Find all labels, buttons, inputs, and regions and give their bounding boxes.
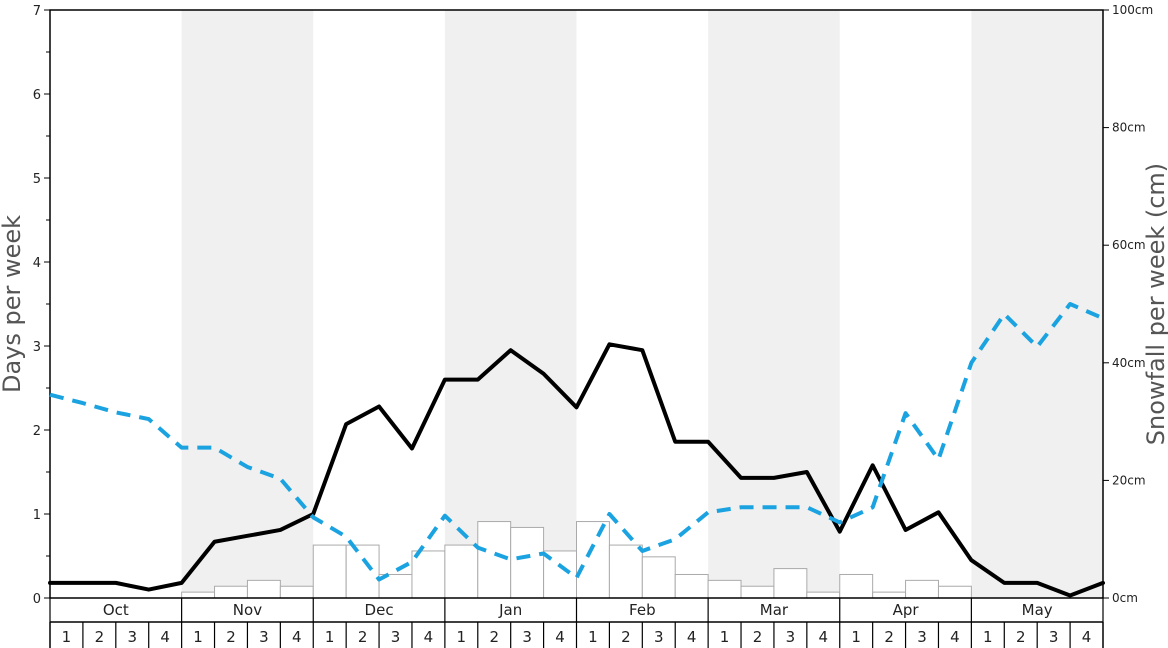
- snowfall-bar: [905, 579, 939, 599]
- right-tick-label: 40cm: [1112, 356, 1146, 370]
- week-label: 1: [193, 628, 203, 646]
- week-label: 3: [917, 628, 927, 646]
- snowfall-bars: [181, 521, 972, 599]
- week-label: 2: [489, 628, 499, 646]
- left-tick-label: 6: [33, 88, 41, 103]
- right-tick-label: 0cm: [1112, 591, 1138, 605]
- snowfall-bar: [576, 521, 610, 599]
- week-label: 1: [62, 628, 72, 646]
- snowfall-bar: [477, 521, 512, 599]
- snowfall-bar: [872, 591, 907, 599]
- month-label-apr: Apr: [893, 601, 920, 619]
- right-tick-label: 100cm: [1112, 3, 1153, 17]
- snowfall-bar: [345, 544, 380, 599]
- week-label: 2: [95, 628, 105, 646]
- month-label-feb: Feb: [629, 601, 656, 619]
- left-axis: 0 1 2 3 4 5 6 7: [33, 4, 50, 607]
- snowfall-bar: [641, 556, 676, 599]
- week-label: 1: [851, 628, 861, 646]
- week-label: 2: [226, 628, 236, 646]
- month-label-jan: Jan: [498, 601, 522, 619]
- snowfall-bar: [510, 526, 545, 599]
- month-label-may: May: [1022, 601, 1053, 619]
- snowfall-bar: [312, 544, 347, 599]
- left-tick-label: 0: [33, 592, 41, 607]
- month-shading: [181, 10, 1103, 598]
- week-label: 3: [654, 628, 664, 646]
- week-label: 4: [555, 628, 565, 646]
- right-tick-label: 80cm: [1112, 121, 1146, 135]
- week-label: 2: [358, 628, 368, 646]
- week-label: 4: [1082, 628, 1092, 646]
- snowfall-bar: [181, 591, 216, 599]
- right-axis: 0cm 20cm 40cm 60cm 80cm 100cm: [1103, 3, 1153, 605]
- blue-dashed-line: [49, 302, 1104, 582]
- snowfall-bar: [740, 585, 775, 599]
- week-label: 1: [457, 628, 467, 646]
- week-label: 2: [1016, 628, 1026, 646]
- month-shade-nov: [181, 10, 314, 598]
- snowfall-bar: [279, 585, 314, 599]
- week-label: 2: [621, 628, 631, 646]
- week-axis: 1 2 3 4 1 2 3 4 1 2 3 4 1 2 3 4 1 2 3 4 1 2 3 4 1 2 3 4 1 2 3 4: [49, 622, 1104, 648]
- week-label: 2: [753, 628, 763, 646]
- week-label: 3: [1049, 628, 1059, 646]
- week-label: 3: [391, 628, 401, 646]
- month-shade-jan: [444, 10, 577, 598]
- week-label: 1: [720, 628, 730, 646]
- snowfall-bar: [937, 585, 972, 599]
- snowfall-bar: [773, 568, 808, 599]
- week-label: 2: [884, 628, 894, 646]
- snowfall-bar: [214, 585, 248, 599]
- snowfall-bar: [839, 573, 874, 599]
- week-label: 1: [325, 628, 335, 646]
- month-label-nov: Nov: [233, 601, 262, 619]
- snowfall-bar: [806, 591, 841, 599]
- left-tick-label: 2: [33, 424, 41, 439]
- month-shade-may: [971, 10, 1103, 598]
- month-label-dec: Dec: [365, 601, 394, 619]
- left-tick-label: 5: [33, 172, 41, 187]
- right-tick-label: 20cm: [1112, 473, 1146, 487]
- month-label-mar: Mar: [760, 601, 789, 619]
- left-tick-label: 4: [33, 256, 41, 271]
- left-tick-label: 3: [33, 340, 41, 355]
- black-days-line: [48, 342, 1105, 598]
- month-shade-mar: [708, 10, 840, 598]
- week-label: 4: [687, 628, 697, 646]
- week-label: 4: [424, 628, 434, 646]
- left-tick-label: 7: [33, 4, 41, 19]
- week-label: 3: [259, 628, 269, 646]
- left-axis-title: Days per week: [0, 215, 26, 393]
- left-tick-label: 1: [33, 508, 41, 523]
- snowfall-bar: [674, 573, 709, 599]
- snowfall-bar: [608, 544, 643, 599]
- month-axis: Oct Nov Dec Jan Feb Mar Apr May: [49, 598, 1104, 623]
- snowfall-bar: [246, 579, 281, 599]
- right-axis-title: Snowfall per week (cm): [1142, 163, 1168, 445]
- right-tick-label: 60cm: [1112, 238, 1146, 252]
- week-label: 3: [522, 628, 532, 646]
- week-label: 3: [786, 628, 796, 646]
- week-label: 4: [819, 628, 829, 646]
- week-label: 4: [950, 628, 960, 646]
- week-label: 1: [588, 628, 598, 646]
- week-label: 4: [160, 628, 170, 646]
- month-label-oct: Oct: [103, 601, 129, 619]
- week-label: 1: [983, 628, 993, 646]
- week-label: 4: [292, 628, 302, 646]
- week-label: 3: [127, 628, 137, 646]
- snowfall-bar: [707, 579, 742, 599]
- snowfall-bar: [444, 544, 479, 599]
